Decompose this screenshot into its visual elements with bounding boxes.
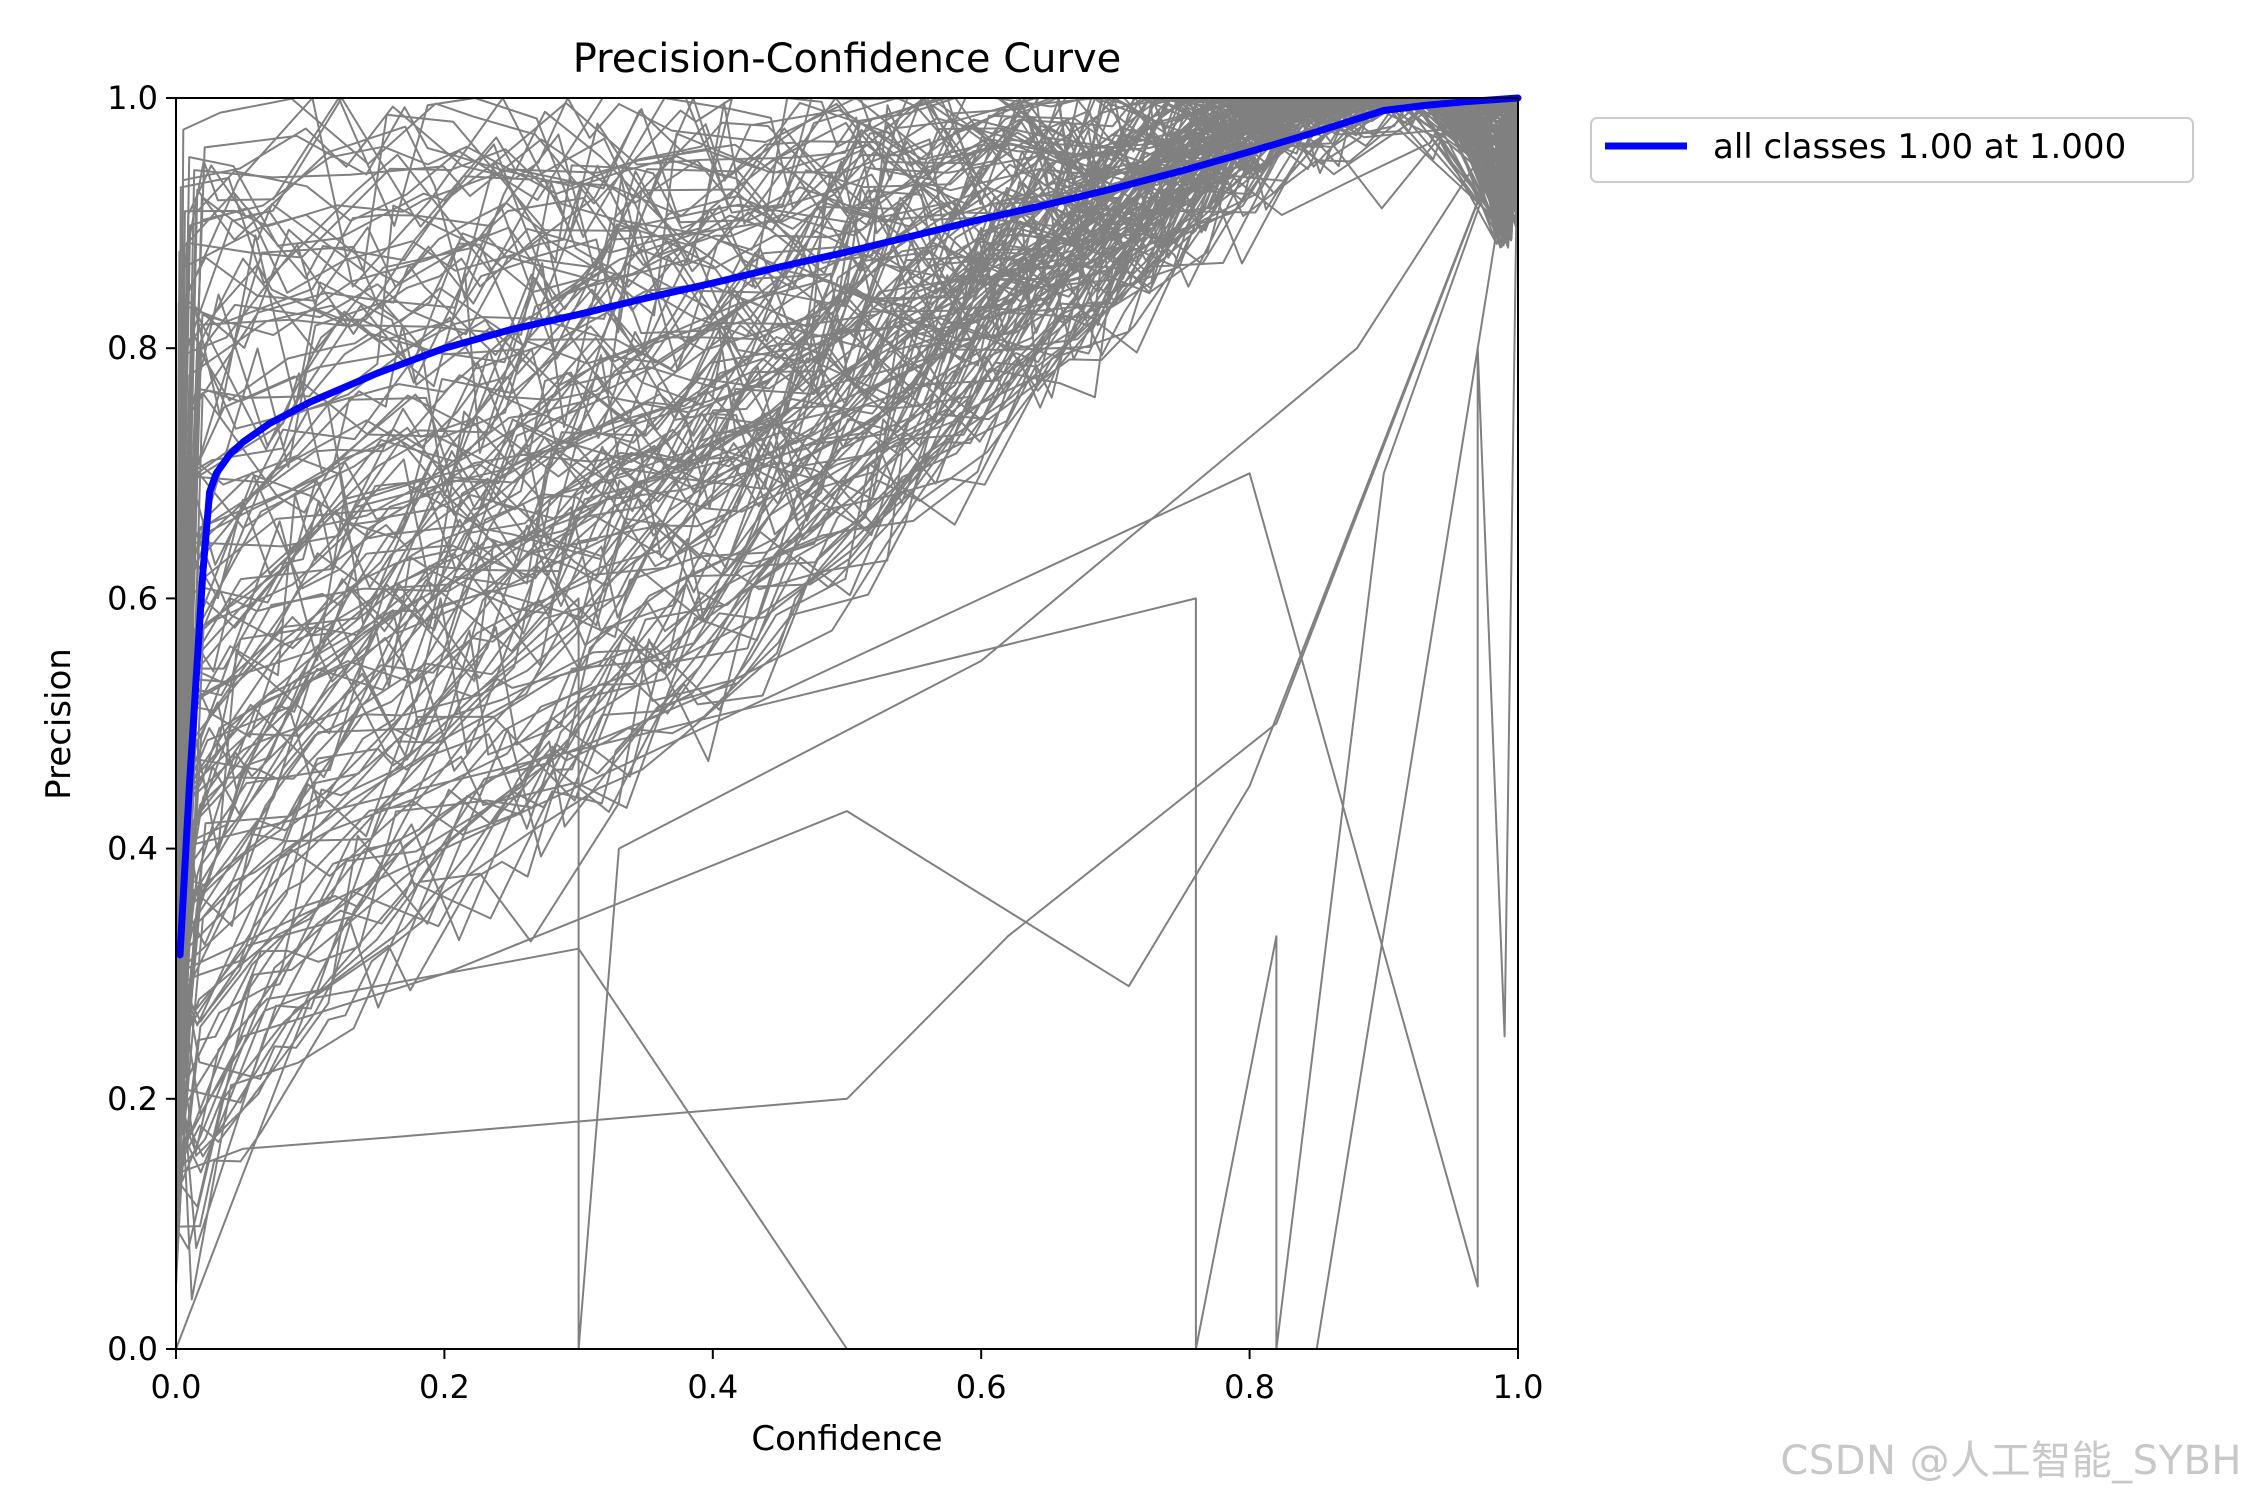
class-curve-line [175,97,1519,1039]
class-curve-line [175,97,1519,1107]
class-curve-line [175,97,1519,1251]
class-curve-line [175,97,1519,1205]
class-curve-line [175,97,1519,944]
y-axis-ticks: 0.0 0.2 0.4 0.6 0.8 1.0 [107,79,176,1368]
plot-frame [175,97,1519,1350]
class-curve-line [175,97,1519,1009]
legend-box [1590,117,2194,183]
x-tick-label: 1.0 [1493,1368,1544,1406]
class-curve-line [175,97,1519,1137]
y-tick-label: 0.2 [107,1080,158,1118]
y-tick-label: 0.8 [107,329,158,367]
x-tick-label: 0.0 [151,1368,202,1406]
y-tick-label: 0.6 [107,579,158,617]
class-curve-line [175,97,1519,1004]
class-curve-line [175,97,1519,1162]
class-curve-line [175,97,1519,990]
x-tick-label: 0.6 [956,1368,1007,1406]
chart-title: Precision-Confidence Curve [573,36,1122,82]
class-curve-line [175,97,1519,1158]
all-classes-curve-line [176,94,1522,959]
x-axis-label: Confidence [751,1419,942,1459]
y-tick-label: 0.0 [107,1330,158,1368]
x-axis-ticks: 0.0 0.2 0.4 0.6 0.8 1.0 [151,1349,1544,1406]
y-axis-label: Precision [39,648,79,800]
class-curve-line [175,97,1519,963]
class-curve-line [175,97,1519,1138]
x-tick-label: 0.8 [1224,1368,1275,1406]
class-curve-line [175,97,1519,1205]
class-curve-line [175,97,1519,1350]
class-curve-line [175,97,1519,1221]
main-curve-group [176,94,1522,959]
csdn-watermark: CSDN @人工智能_SYBH [1780,1438,2242,1484]
x-tick-label: 0.4 [687,1368,738,1406]
legend-label-all-classes: all classes 1.00 at 1.000 [1713,127,2126,167]
class-curve-line [175,97,1519,997]
class-curve-line [175,97,1519,1288]
x-tick-label: 0.2 [419,1368,470,1406]
class-curve-line [175,97,1519,1178]
class-curve-line [175,97,1519,1175]
y-tick-label: 1.0 [107,79,158,117]
class-curve-line [175,97,1519,1350]
legend: all classes 1.00 at 1.000 [1590,117,2194,183]
per-class-curves [175,97,1519,1350]
y-tick-label: 0.4 [107,830,158,868]
class-curve-line [175,97,1519,1140]
